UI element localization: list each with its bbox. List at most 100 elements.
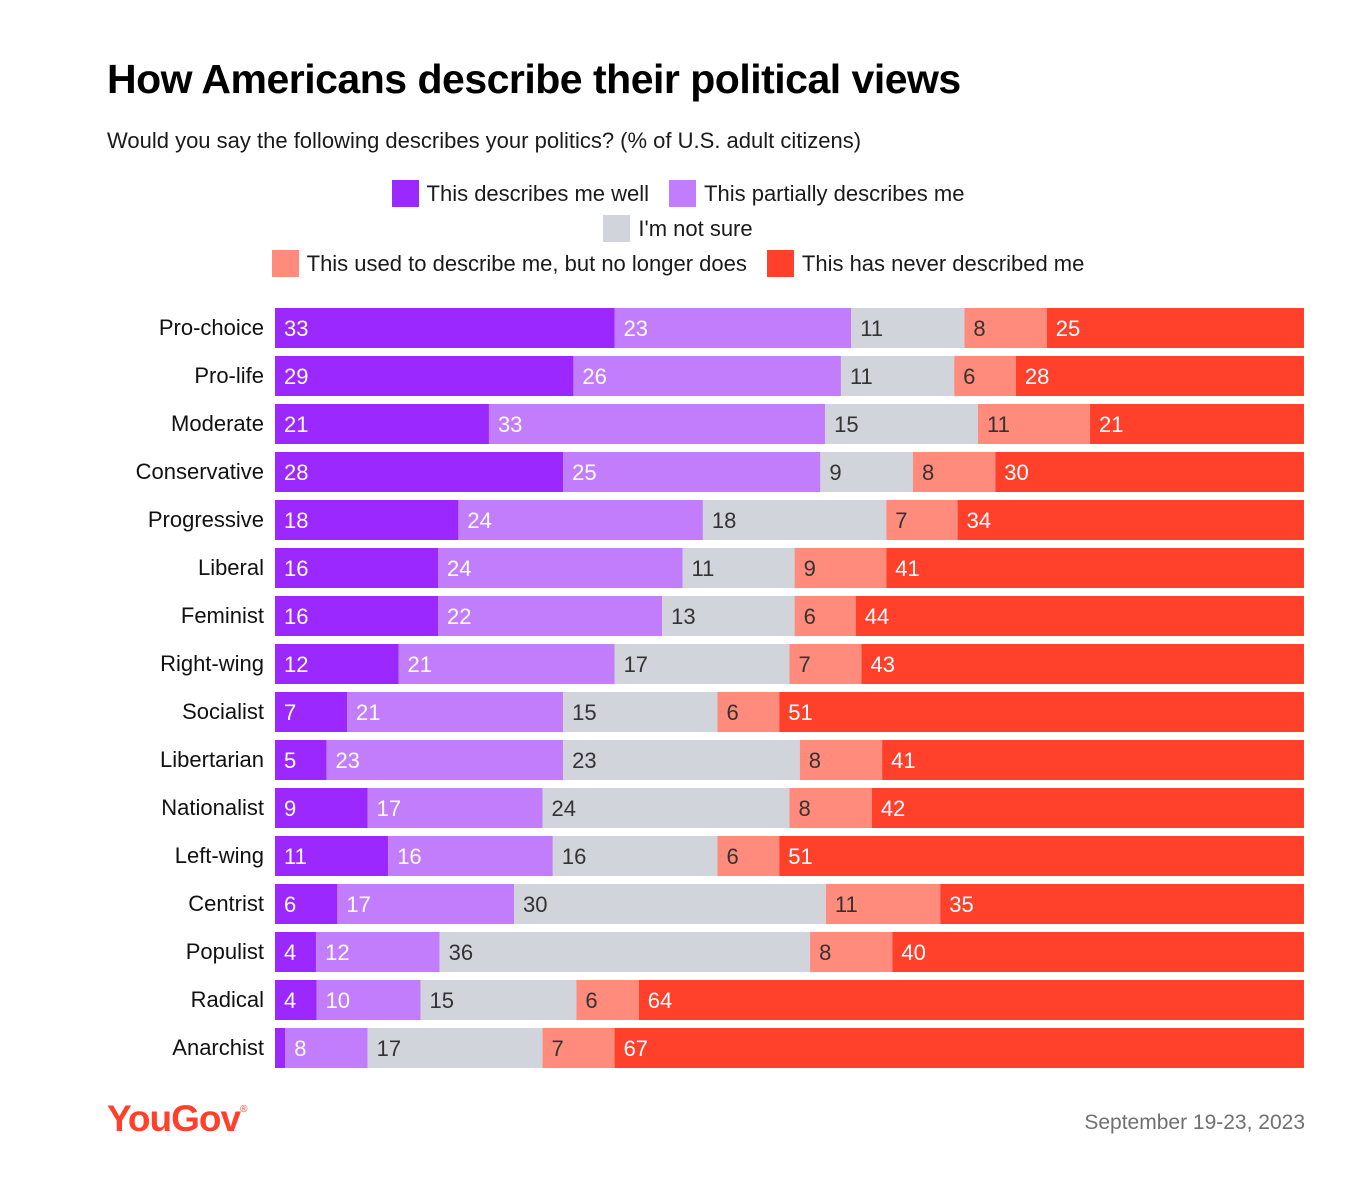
bar-segment: [794, 548, 887, 588]
bar-segment: [275, 692, 348, 732]
data-label: 11: [850, 364, 873, 389]
data-label: 36: [449, 940, 473, 965]
data-label: 6: [726, 844, 738, 869]
category-label: Liberal: [198, 555, 264, 580]
legend-swatch: [603, 215, 631, 242]
data-label: 11: [835, 892, 858, 917]
data-label: 7: [895, 508, 907, 533]
category-label: Moderate: [171, 411, 264, 436]
data-label: 8: [809, 748, 821, 773]
bar-segment: [552, 836, 718, 876]
legend-swatch: [766, 250, 794, 277]
category-label: Feminist: [181, 603, 264, 628]
bar-segment: [886, 500, 958, 540]
bar-segment: [458, 500, 703, 540]
bar-segment: [855, 596, 1304, 636]
data-label: 6: [726, 700, 738, 725]
survey-date: September 19-23, 2023: [1084, 1111, 1305, 1134]
bar-segment: [275, 740, 327, 780]
bar-segment: [717, 692, 780, 732]
data-label: 16: [562, 844, 586, 869]
data-label: 8: [819, 940, 831, 965]
data-label: 17: [377, 1036, 401, 1061]
bar-segment: [316, 980, 421, 1020]
data-label: 7: [799, 652, 811, 677]
yougov-logo: YouGov®: [107, 1098, 248, 1139]
category-label: Libertarian: [160, 747, 264, 772]
bar-segment: [861, 644, 1304, 684]
data-label: 18: [284, 508, 308, 533]
bar-segment: [275, 356, 574, 396]
bar-segment: [275, 980, 317, 1020]
data-label: 4: [284, 988, 296, 1013]
bar-segment: [398, 644, 615, 684]
legend-label: This used to describe me, but no longer …: [306, 250, 747, 276]
bar-segment: [439, 932, 811, 972]
data-label: 30: [523, 892, 547, 917]
data-label: 33: [284, 316, 308, 341]
bar-segment: [367, 788, 543, 828]
legend-row-2: I'm not sure: [0, 215, 1356, 242]
data-label: 30: [1004, 460, 1028, 485]
bar-segment: [662, 596, 795, 636]
bar-segment: [576, 980, 639, 1020]
bar-segment: [563, 692, 718, 732]
data-label: 9: [829, 460, 841, 485]
data-label: 8: [294, 1036, 306, 1061]
data-label: 16: [397, 844, 421, 869]
legend-swatch: [391, 180, 419, 207]
bar-segment: [1046, 308, 1304, 348]
bar-segment: [542, 1028, 615, 1068]
data-label: 16: [284, 604, 308, 629]
bar-segment: [275, 596, 439, 636]
legend-label: This has never described me: [801, 250, 1085, 276]
data-label: 10: [326, 988, 350, 1013]
bar-segment: [940, 884, 1304, 924]
data-label: 15: [834, 412, 858, 437]
data-label: 24: [467, 508, 491, 533]
data-label: 25: [572, 460, 596, 485]
bar-segment: [851, 308, 965, 348]
bar-segment: [892, 932, 1304, 972]
bar-segment: [954, 356, 1016, 396]
bar-segment: [514, 884, 826, 924]
bar-segment: [347, 692, 564, 732]
category-label: Progressive: [148, 507, 264, 532]
data-label: 4: [284, 940, 296, 965]
bar-segment: [275, 452, 564, 492]
category-label: Radical: [191, 987, 264, 1012]
bar-segment: [995, 452, 1304, 492]
bar-segment: [337, 884, 515, 924]
data-label: 21: [1099, 412, 1123, 437]
data-label: 5: [284, 748, 296, 773]
chart-title: How Americans describe their political v…: [107, 56, 961, 102]
bar-segment: [840, 356, 955, 396]
category-label: Centrist: [188, 891, 264, 916]
data-label: 40: [901, 940, 925, 965]
data-label: 17: [624, 652, 648, 677]
data-label: 26: [582, 364, 606, 389]
data-label: 35: [949, 892, 973, 917]
legend-item-never: This has never described me: [766, 250, 1085, 277]
bar-segment: [563, 740, 800, 780]
bar-segment: [957, 500, 1304, 540]
category-label: Socialist: [182, 699, 264, 724]
bar-segment: [820, 452, 913, 492]
data-label: 25: [1056, 316, 1080, 341]
bar-segment: [316, 932, 440, 972]
data-label: 21: [407, 652, 431, 677]
bar-segment: [882, 740, 1304, 780]
category-label: Anarchist: [172, 1035, 264, 1060]
data-label: 18: [712, 508, 736, 533]
data-label: 13: [671, 604, 695, 629]
chart-subtitle: Would you say the following describes yo…: [107, 128, 862, 153]
bar-segment: [275, 548, 439, 588]
data-label: 8: [799, 796, 811, 821]
bar-segment: [717, 836, 780, 876]
bar-segment: [825, 884, 941, 924]
data-label: 42: [881, 796, 905, 821]
data-label: 16: [284, 556, 308, 581]
bar-segment: [275, 404, 489, 444]
data-label: 11: [284, 844, 307, 869]
bar-segment: [825, 404, 978, 444]
